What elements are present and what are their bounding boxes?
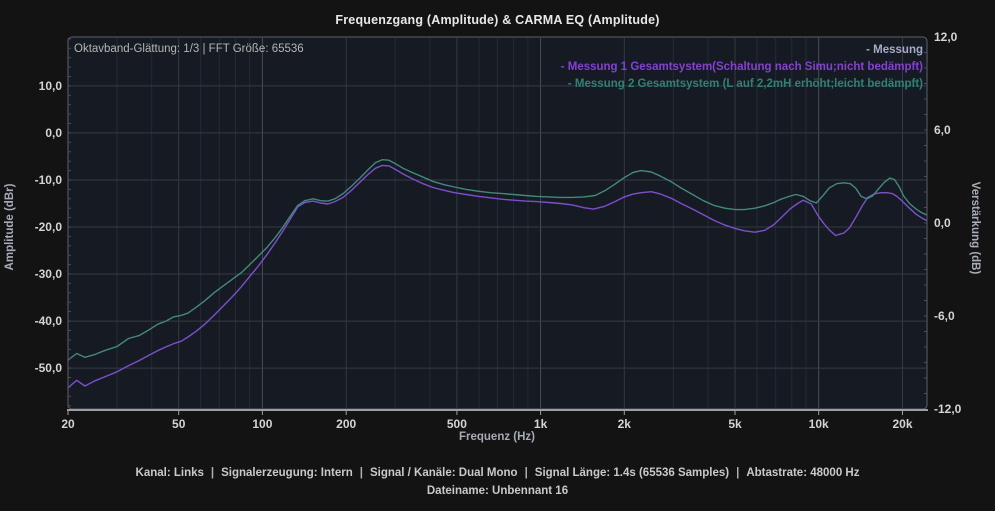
status-separator: | [210,467,215,479]
status-item: Kanal: Links [135,467,204,479]
x-tick-label: 50 [172,417,186,431]
y-tick-label-left: 0,0 [45,126,62,140]
y-tick-label-right: -12,0 [934,402,962,416]
y-tick-label-right: 6,0 [934,123,951,137]
status-item: Signal Länge: 1.4s (65536 Samples) [534,467,730,479]
curve-series-2 [67,158,928,361]
legend-item-1: - Messung 1 Gesamtsystem(Schaltung nach … [560,61,923,73]
smoothing-fft-label: Oktavband-Glättung: 1/3 | FFT Größe: 655… [74,43,304,55]
status-separator: | [359,467,363,479]
x-tick-label: 20k [892,417,912,431]
y-tick-label-right: 12,0 [934,30,958,44]
y-tick-label-left: 10,0 [39,79,63,93]
y-tick-label-left: -20,0 [35,220,63,234]
y-tick-label-left: -40,0 [35,314,63,328]
x-tick-label: 2k [618,417,632,431]
y-tick-label-right: 0,0 [934,216,951,230]
x-tick-label: 100 [252,417,272,431]
chart-title: Frequenzgang (Amplitude) & CARMA EQ (Amp… [335,13,660,27]
curve-series-1 [67,164,928,389]
y-tick-label-left: -10,0 [35,173,63,187]
status-separator: | [524,467,528,479]
status-filename: Dateiname: Unbennant 16 [426,485,569,497]
x-axis-label: Frequenz (Hz) [459,431,535,443]
x-tick-label: 5k [728,417,742,431]
y-tick-label-left: -50,0 [35,361,63,375]
x-tick-label: 1k [534,417,548,431]
status-separator: | [736,467,740,479]
plot-legend: - Messung - Messung 1 Gesamtsystem(Schalt… [561,42,923,93]
y-tick-label-right: -6,0 [934,309,955,323]
status-item: Signalerzeugung: Intern [221,467,353,479]
x-tick-label: 10k [809,417,829,431]
y-tick-label-left: -30,0 [35,267,63,281]
x-tick-label: 500 [447,417,467,431]
status-bar: Kanal: Links | Signalerzeugung: Intern | Sig… [0,459,995,511]
legend-item-2: - Messung 2 Gesamtsystem (L auf 2,2mH er… [567,78,923,90]
y-axis-label-right: Verstärkung (dB) [969,182,981,275]
legend-item-0: - Messung [866,44,923,56]
x-tick-label: 20 [61,417,75,431]
y-axis-label-left: Amplitude (dBr) [4,183,16,270]
x-tick-label: 200 [336,417,356,431]
status-line: Kanal: Links | Signalerzeugung: Intern | Sig… [0,467,995,479]
plot-canvas[interactable]: 20 50 100 200 500 1k 2k 5k 10k 20k 10,0 0,0 -10,0 -20… [35,30,962,431]
frequency-response-plot[interactable]: 20 50 100 200 500 1k 2k 5k 10k 20k 10,0 0,0 -10,0 -20… [0,0,995,455]
status-item: Abtastrate: 48000 Hz [746,467,860,479]
status-item: Signal / Kanäle: Dual Mono [369,467,518,479]
